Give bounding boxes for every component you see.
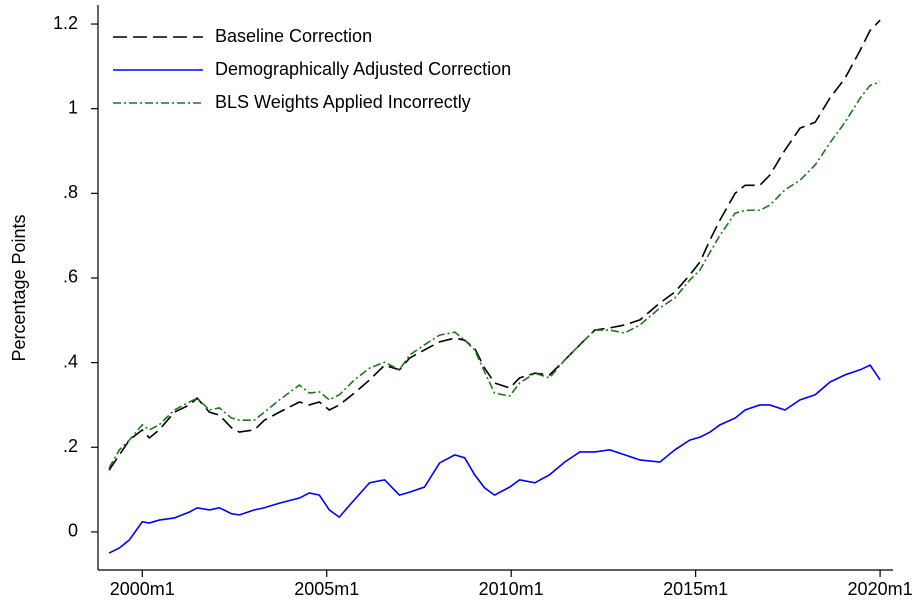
legend-label: BLS Weights Applied Incorrectly bbox=[215, 92, 471, 112]
y-tick-label: .2 bbox=[63, 436, 78, 456]
x-tick-label: 2020m1 bbox=[848, 579, 913, 599]
legend-label: Baseline Correction bbox=[215, 26, 372, 46]
y-axis-label: Percentage Points bbox=[9, 214, 29, 361]
y-tick-label: 1.2 bbox=[53, 13, 78, 33]
x-tick-label: 2005m1 bbox=[294, 579, 359, 599]
series-line bbox=[108, 81, 881, 469]
y-tick-label: .6 bbox=[63, 267, 78, 287]
x-tick-label: 2010m1 bbox=[479, 579, 544, 599]
x-tick-label: 2015m1 bbox=[663, 579, 728, 599]
series-line bbox=[108, 19, 881, 471]
y-tick-label: .8 bbox=[63, 182, 78, 202]
y-tick-label: .4 bbox=[63, 351, 78, 371]
y-tick-label: 1 bbox=[68, 97, 78, 117]
legend-label: Demographically Adjusted Correction bbox=[215, 59, 511, 79]
series-line bbox=[108, 364, 881, 554]
x-tick-label: 2000m1 bbox=[110, 579, 175, 599]
y-tick-label: 0 bbox=[68, 521, 78, 541]
